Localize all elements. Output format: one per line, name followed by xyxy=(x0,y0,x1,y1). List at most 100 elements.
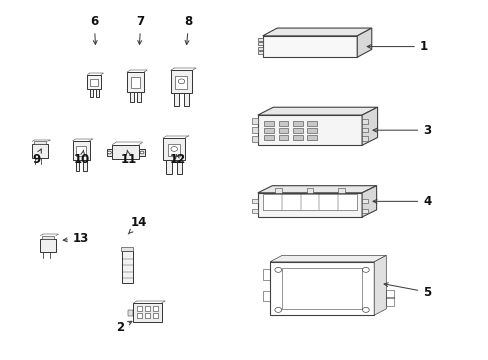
Bar xyxy=(122,251,132,283)
Bar xyxy=(386,297,393,306)
Bar xyxy=(292,121,302,126)
Bar xyxy=(130,77,140,88)
Bar xyxy=(292,128,302,133)
Bar xyxy=(173,93,179,106)
Bar xyxy=(153,313,158,318)
Text: 9: 9 xyxy=(32,149,41,166)
Bar xyxy=(34,141,46,144)
Text: 8: 8 xyxy=(184,15,192,44)
Bar xyxy=(257,42,262,45)
Bar xyxy=(257,115,361,145)
Bar xyxy=(251,199,257,203)
Bar xyxy=(264,135,273,140)
Bar xyxy=(175,76,187,89)
Bar xyxy=(275,188,282,193)
Text: 14: 14 xyxy=(128,216,147,234)
Bar xyxy=(278,121,287,126)
Bar xyxy=(128,310,133,316)
Bar xyxy=(163,138,185,161)
Bar xyxy=(130,92,133,102)
Bar xyxy=(263,194,356,210)
Bar xyxy=(76,145,85,156)
Bar xyxy=(32,144,47,158)
Bar xyxy=(41,239,56,252)
Bar xyxy=(177,161,182,174)
Polygon shape xyxy=(262,28,371,36)
Bar xyxy=(361,119,367,124)
Bar xyxy=(361,209,367,213)
Bar xyxy=(257,38,262,41)
Bar xyxy=(90,78,98,86)
Circle shape xyxy=(274,267,281,272)
Bar xyxy=(251,127,257,133)
Bar xyxy=(121,247,133,251)
Text: 10: 10 xyxy=(74,150,90,166)
Bar xyxy=(42,236,54,239)
Bar xyxy=(386,289,393,298)
Circle shape xyxy=(362,267,368,272)
Bar xyxy=(139,149,144,156)
Text: 3: 3 xyxy=(372,124,430,137)
Bar xyxy=(168,144,180,156)
Bar xyxy=(145,313,150,318)
Bar xyxy=(282,268,361,309)
Bar xyxy=(257,193,361,217)
Bar xyxy=(137,313,142,318)
Circle shape xyxy=(140,151,143,154)
Bar xyxy=(361,128,367,132)
Polygon shape xyxy=(257,186,376,193)
Bar xyxy=(263,269,269,280)
Bar xyxy=(263,291,269,301)
Polygon shape xyxy=(361,186,376,217)
Bar xyxy=(73,141,89,161)
Bar xyxy=(251,136,257,142)
Bar xyxy=(137,306,142,311)
Polygon shape xyxy=(269,256,386,262)
Bar xyxy=(264,128,273,133)
Circle shape xyxy=(274,307,281,312)
Bar xyxy=(170,70,192,93)
Bar xyxy=(76,161,79,171)
Text: 6: 6 xyxy=(90,15,98,44)
Polygon shape xyxy=(357,28,371,57)
Text: 13: 13 xyxy=(63,232,89,245)
Bar xyxy=(264,121,273,126)
Bar xyxy=(166,161,171,174)
Bar xyxy=(306,121,316,126)
Text: 1: 1 xyxy=(366,40,427,53)
Text: 11: 11 xyxy=(121,150,137,166)
Bar xyxy=(306,128,316,133)
Text: 12: 12 xyxy=(169,153,185,166)
Bar xyxy=(112,145,139,159)
Bar xyxy=(257,46,262,50)
Bar xyxy=(292,135,302,140)
Bar xyxy=(251,118,257,124)
Bar xyxy=(251,209,257,213)
Polygon shape xyxy=(373,256,386,315)
Bar xyxy=(145,306,150,311)
Polygon shape xyxy=(257,107,377,115)
Bar xyxy=(306,188,313,193)
Bar xyxy=(269,262,373,315)
Bar xyxy=(361,199,367,203)
Bar xyxy=(361,136,367,141)
Bar xyxy=(257,51,262,54)
Text: 7: 7 xyxy=(137,15,144,44)
Bar xyxy=(278,135,287,140)
Bar xyxy=(153,306,158,311)
Circle shape xyxy=(362,307,368,312)
Bar xyxy=(133,303,161,321)
Bar xyxy=(337,188,344,193)
Text: 5: 5 xyxy=(384,283,430,298)
Polygon shape xyxy=(361,107,377,145)
Bar xyxy=(83,161,87,171)
Text: 4: 4 xyxy=(372,195,430,208)
Text: 2: 2 xyxy=(116,321,132,334)
Bar xyxy=(183,93,189,106)
Bar xyxy=(306,135,316,140)
Bar xyxy=(262,36,357,57)
Bar xyxy=(278,128,287,133)
Bar xyxy=(127,72,143,92)
Circle shape xyxy=(107,151,111,154)
Bar xyxy=(87,75,101,89)
